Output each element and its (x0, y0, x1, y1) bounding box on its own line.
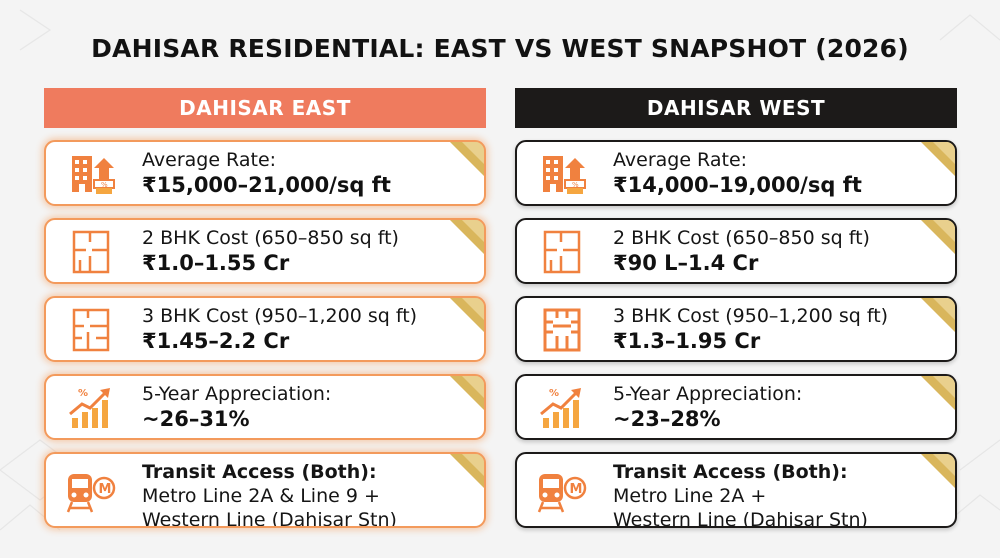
west-header: DAHISAR WEST (515, 88, 957, 128)
east-average-rate-card: % Average Rate: ₹15,000–21,000/sq ft (44, 140, 486, 206)
card-label: 5-Year Appreciation: (613, 383, 803, 405)
svg-text:%: % (549, 388, 559, 399)
svg-text:%: % (78, 388, 88, 399)
card-label: 3 BHK Cost (950–1,200 sq ft) (142, 305, 418, 327)
card-value: ₹90 L–1.4 Cr (613, 251, 759, 275)
card-label: Average Rate: (142, 149, 277, 171)
card-value: ₹1.0–1.55 Cr (142, 251, 290, 275)
east-transit-card: M Transit Access (Both): Metro Line 2A &… (44, 452, 486, 528)
card-label: 5-Year Appreciation: (142, 383, 332, 405)
floor-plan-icon (72, 230, 110, 274)
west-3bhk-card: 3 BHK Cost (950–1,200 sq ft) ₹1.3–1.95 C… (515, 296, 957, 362)
west-transit-card: M Transit Access (Both): Metro Line 2A +… (515, 452, 957, 528)
svg-text:M: M (99, 482, 112, 497)
card-value: ₹14,000–19,000/sq ft (613, 173, 862, 197)
page-title: DAHISAR RESIDENTIAL: EAST VS WEST SNAPSH… (91, 34, 909, 63)
east-header: DAHISAR EAST (44, 88, 486, 128)
transit-line-1: Metro Line 2A + (613, 485, 767, 507)
east-column: DAHISAR EAST % Average Rate: ₹15,000–21,… (44, 88, 486, 528)
card-value: ₹1.3–1.95 Cr (613, 329, 761, 353)
building-growth-icon: % (72, 156, 115, 194)
west-2bhk-card: 2 BHK Cost (650–850 sq ft) ₹90 L–1.4 Cr (515, 218, 957, 284)
growth-chart-icon: % (69, 388, 110, 428)
svg-text:M: M (570, 482, 583, 497)
card-label: 2 BHK Cost (650–850 sq ft) (613, 227, 870, 249)
transit-line-2: Western Line (Dahisar Stn) (613, 509, 868, 528)
card-label: 2 BHK Cost (650–850 sq ft) (142, 227, 399, 249)
card-label: Transit Access (Both): (613, 461, 848, 483)
floor-plan-icon (543, 230, 581, 274)
east-2bhk-card: 2 BHK Cost (650–850 sq ft) ₹1.0–1.55 Cr (44, 218, 486, 284)
building-growth-icon: % (543, 156, 586, 194)
card-label: Average Rate: (613, 149, 748, 171)
card-value: ₹15,000–21,000/sq ft (142, 173, 391, 197)
card-value: ~26–31% (142, 407, 250, 431)
train-metro-icon: M (537, 474, 587, 513)
card-value: ₹1.45–2.2 Cr (142, 329, 290, 353)
floor-plan-icon (543, 308, 581, 352)
card-value: ~23–28% (613, 407, 721, 431)
transit-line-1: Metro Line 2A & Line 9 + (142, 485, 380, 507)
card-label: Transit Access (Both): (142, 461, 377, 483)
svg-text:%: % (101, 181, 108, 189)
growth-chart-icon: % (540, 388, 581, 428)
east-appreciation-card: % 5-Year Appreciation: ~26–31% (44, 374, 486, 440)
svg-text:%: % (572, 181, 579, 189)
card-label: 3 BHK Cost (950–1,200 sq ft) (613, 305, 889, 327)
east-3bhk-card: 3 BHK Cost (950–1,200 sq ft) ₹1.45–2.2 C… (44, 296, 486, 362)
west-column: DAHISAR WEST % Average Rate: ₹14,000–19,… (515, 88, 957, 528)
train-metro-icon: M (66, 474, 116, 513)
floor-plan-icon (72, 308, 110, 352)
west-average-rate-card: % Average Rate: ₹14,000–19,000/sq ft (515, 140, 957, 206)
transit-line-2: Western Line (Dahisar Stn) (142, 509, 397, 528)
west-appreciation-card: % 5-Year Appreciation: ~23–28% (515, 374, 957, 440)
